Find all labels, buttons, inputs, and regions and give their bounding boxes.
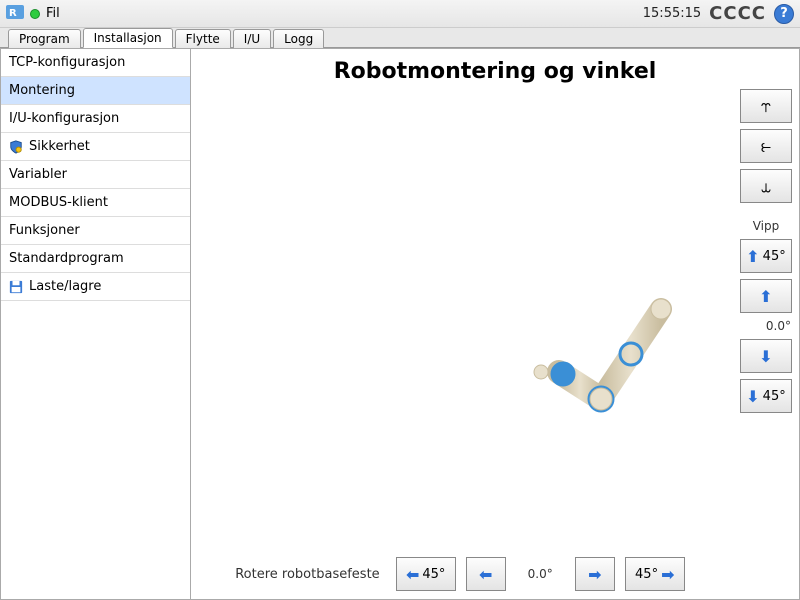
arrow-left-icon: ⬅ xyxy=(479,565,492,584)
tab-program[interactable]: Program xyxy=(8,29,81,48)
titlebar: R Fil 15:55:15 CCCC ? xyxy=(0,0,800,28)
tab-logg[interactable]: Logg xyxy=(273,29,324,48)
arrow-up-icon: ⬆ xyxy=(746,247,759,266)
sidebar-item-2[interactable]: I/U-konfigurasjon xyxy=(1,105,190,133)
bottom-controls: Rotere robotbasefeste ⬅45° ⬅ 0.0° ➡ 45°➡ xyxy=(191,557,729,591)
tab-flytte[interactable]: Flytte xyxy=(175,29,231,48)
rotate-right-45-label: 45° xyxy=(635,567,658,582)
main-panel: Robotmontering og vinkel ⥾ ⥼ ⥿ Vipp ⬆ 45°… xyxy=(191,49,799,599)
svg-text:R: R xyxy=(9,8,17,19)
sidebar-item-label: Standardprogram xyxy=(9,251,124,266)
tabbar: ProgramInstallasjonFlytteI/ULogg xyxy=(0,28,800,48)
arrow-left-icon: ⬅ xyxy=(406,565,419,584)
tab-i/u[interactable]: I/U xyxy=(233,29,271,48)
arrow-right-icon: ➡ xyxy=(661,565,674,584)
tilt-label: Vipp xyxy=(753,219,780,233)
help-icon[interactable]: ? xyxy=(774,4,794,24)
status-dot-icon xyxy=(30,9,40,19)
arrow-up-icon: ⬆ xyxy=(759,287,772,306)
orient-1-button[interactable]: ⥾ xyxy=(740,89,792,123)
robot-viz xyxy=(191,94,799,599)
sidebar-item-0[interactable]: TCP-konfigurasjon xyxy=(1,49,190,77)
orient-icon: ⥾ xyxy=(761,96,771,117)
tilt-down-button[interactable]: ⬇ xyxy=(740,339,792,373)
rotate-right-45-button[interactable]: 45°➡ xyxy=(625,557,685,591)
sidebar-item-5[interactable]: MODBUS-klient xyxy=(1,189,190,217)
rotate-right-button[interactable]: ➡ xyxy=(575,557,615,591)
sidebar: TCP-konfigurasjon Montering I/U-konfiguras… xyxy=(1,49,191,599)
tilt-up-45-label: 45° xyxy=(763,249,786,264)
sidebar-item-label: MODBUS-klient xyxy=(9,195,108,210)
rotate-left-button[interactable]: ⬅ xyxy=(466,557,506,591)
rotate-left-45-button[interactable]: ⬅45° xyxy=(396,557,456,591)
sidebar-item-6[interactable]: Funksjoner xyxy=(1,217,190,245)
orient-3-button[interactable]: ⥿ xyxy=(740,169,792,203)
rotate-label: Rotere robotbasefeste xyxy=(235,567,379,582)
status-cccc: CCCC xyxy=(709,3,766,24)
sidebar-item-7[interactable]: Standardprogram xyxy=(1,245,190,273)
orient-2-button[interactable]: ⥼ xyxy=(740,129,792,163)
arrow-down-icon: ⬇ xyxy=(746,387,759,406)
menu-file[interactable]: Fil xyxy=(46,6,60,21)
right-controls: ⥾ ⥼ ⥿ Vipp ⬆ 45° ⬆ 0.0° ⬇ ⬇ 45° xyxy=(739,89,793,413)
sidebar-item-label: Sikkerhet xyxy=(29,139,90,154)
sidebar-item-label: TCP-konfigurasjon xyxy=(9,55,125,70)
sidebar-item-3[interactable]: Sikkerhet xyxy=(1,133,190,161)
orient-icon: ⥿ xyxy=(761,176,771,197)
tab-installasjon[interactable]: Installasjon xyxy=(83,28,173,48)
sidebar-item-label: Variabler xyxy=(9,167,67,182)
arrow-down-icon: ⬇ xyxy=(759,347,772,366)
arrow-right-icon: ➡ xyxy=(588,565,601,584)
clock: 15:55:15 xyxy=(643,6,701,21)
rotate-value: 0.0° xyxy=(528,567,553,581)
sidebar-item-label: I/U-konfigurasjon xyxy=(9,111,119,126)
tilt-up-button[interactable]: ⬆ xyxy=(740,279,792,313)
disk-icon xyxy=(9,280,23,294)
page-title: Robotmontering og vinkel xyxy=(191,49,799,94)
sidebar-item-1[interactable]: Montering xyxy=(1,77,190,105)
tilt-up-45-button[interactable]: ⬆ 45° xyxy=(740,239,792,273)
sidebar-item-label: Funksjoner xyxy=(9,223,80,238)
tilt-down-45-label: 45° xyxy=(763,389,786,404)
sidebar-item-label: Laste/lagre xyxy=(29,279,101,294)
logo: R xyxy=(6,5,24,23)
workarea: TCP-konfigurasjon Montering I/U-konfiguras… xyxy=(0,48,800,600)
rotate-left-45-label: 45° xyxy=(422,567,445,582)
shield-icon xyxy=(9,140,23,154)
orient-icon: ⥼ xyxy=(761,136,771,157)
sidebar-item-8[interactable]: Laste/lagre xyxy=(1,273,190,301)
sidebar-item-label: Montering xyxy=(9,83,75,98)
sidebar-item-4[interactable]: Variabler xyxy=(1,161,190,189)
tilt-value: 0.0° xyxy=(766,319,793,333)
tilt-down-45-button[interactable]: ⬇ 45° xyxy=(740,379,792,413)
